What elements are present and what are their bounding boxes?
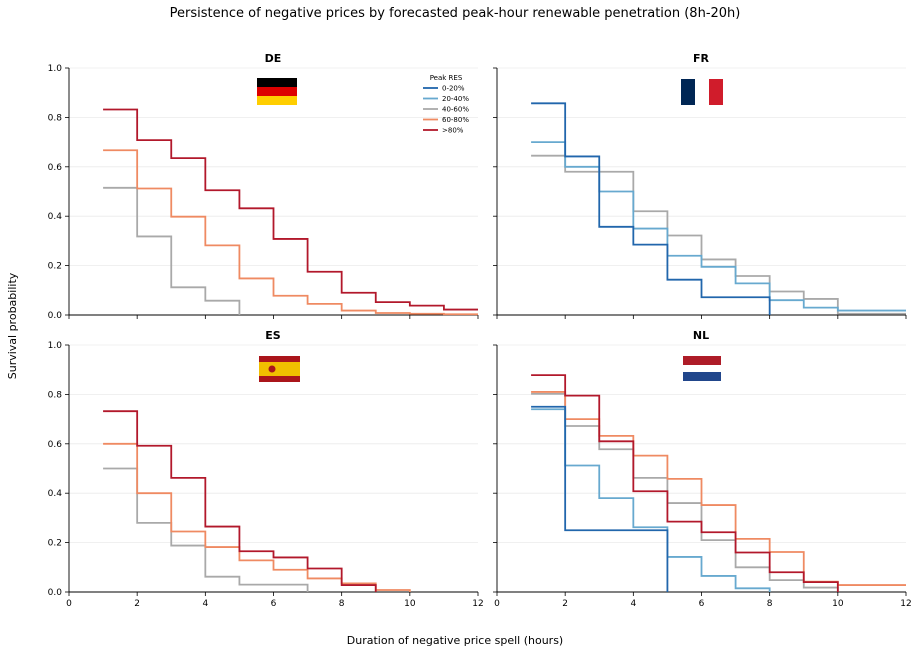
- y-tick-label: 0.2: [48, 262, 62, 272]
- x-tick-label: 4: [630, 599, 636, 609]
- y-tick-label: 1.0: [48, 64, 63, 74]
- y-tick-label: 0.8: [48, 390, 63, 400]
- series-line-40-60: [531, 154, 906, 315]
- legend-label: 0-20%: [442, 85, 465, 93]
- x-tick-label: 10: [404, 599, 416, 609]
- y-axis-label: Survival probability: [6, 272, 19, 379]
- legend-label: 20-40%: [442, 95, 469, 103]
- x-tick-label: 10: [832, 599, 844, 609]
- x-tick-label: 8: [767, 599, 773, 609]
- figure-title: Persistence of negative prices by foreca…: [170, 6, 741, 21]
- x-tick-label: 6: [271, 599, 277, 609]
- legend: Peak RES 0-20% 20-40% 40-60% 60-80% >80%: [423, 74, 469, 135]
- legend-entries: 0-20% 20-40% 40-60% 60-80% >80%: [423, 85, 469, 135]
- x-tick-label: 0: [494, 599, 500, 609]
- series-line-0-20: [531, 102, 771, 315]
- panel-DE: DE 0.0 0.2 0.4 0.6 0.8 1.0 Peak RES 0-20% 20-4…: [48, 52, 479, 321]
- y-tick-label: 0.6: [48, 163, 63, 173]
- legend-label: >80%: [442, 127, 464, 135]
- series-line-60-80: [531, 391, 906, 586]
- panel-title-de: DE: [265, 52, 282, 65]
- x-axis-label: Duration of negative price spell (hours): [347, 634, 563, 647]
- y-tick-label: 0.6: [48, 440, 63, 450]
- series-line-60-80: [103, 442, 411, 592]
- y-tick-label: 0.4: [48, 489, 63, 499]
- legend-label: 40-60%: [442, 106, 469, 114]
- series-line-60-80: [103, 149, 478, 316]
- series-line-80: [103, 108, 478, 311]
- series-line-40-60: [103, 467, 309, 592]
- panel-NL: NL 0 2 4 6 8 10 12: [493, 329, 912, 609]
- x-tick-label: 8: [339, 599, 345, 609]
- flag-germany: [257, 78, 297, 105]
- panel-FR: FR: [493, 52, 907, 319]
- x-tick-label: 12: [472, 599, 483, 609]
- axes-nl: 0 2 4 6 8 10 12: [493, 344, 912, 609]
- flag-france: [681, 79, 723, 105]
- axes-es: 0.0 0.2 0.4 0.6 0.8 1.0 0 2 4 6 8 10 12: [48, 341, 484, 609]
- x-tick-label: 0: [66, 599, 72, 609]
- y-tick-label: 0.4: [48, 212, 63, 222]
- x-tick-label: 2: [134, 599, 140, 609]
- series-line-80: [531, 374, 839, 592]
- series-line-20-40: [531, 141, 906, 312]
- y-tick-label: 0.2: [48, 539, 62, 549]
- panel-title-fr: FR: [693, 52, 710, 65]
- x-tick-label: 2: [562, 599, 568, 609]
- y-tick-label: 1.0: [48, 341, 63, 351]
- y-tick-label: 0.0: [48, 311, 63, 321]
- series-line-20-40: [531, 408, 771, 592]
- y-tick-label: 0.8: [48, 113, 63, 123]
- legend-label: 60-80%: [442, 116, 469, 124]
- panel-title-nl: NL: [693, 329, 709, 342]
- y-tick-label: 0.0: [48, 588, 63, 598]
- spain-coat-of-arms-icon: [268, 365, 276, 373]
- x-tick-label: 6: [699, 599, 705, 609]
- x-tick-label: 4: [202, 599, 208, 609]
- series-line-40-60: [103, 186, 241, 315]
- axes-de: 0.0 0.2 0.4 0.6 0.8 1.0: [48, 64, 479, 321]
- panel-ES: ES 0.0 0.2 0.4 0.6 0.8 1.0 0 2 4 6 8 10 12: [48, 329, 484, 609]
- series-line-0-20: [531, 405, 669, 592]
- panel-title-es: ES: [265, 329, 281, 342]
- axes-fr: [493, 67, 907, 319]
- legend-title: Peak RES: [430, 74, 463, 82]
- x-tick-label: 12: [900, 599, 911, 609]
- series-line-80: [103, 410, 377, 592]
- flag-spain: [259, 356, 300, 382]
- flag-netherlands: [683, 356, 721, 381]
